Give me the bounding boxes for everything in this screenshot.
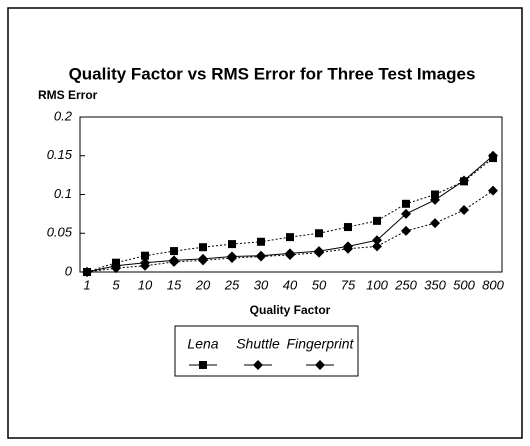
y-tick-label: 0.15 — [47, 147, 73, 162]
x-tick-label: 5 — [112, 277, 120, 292]
x-tick-label: 40 — [283, 277, 298, 292]
data-point — [430, 194, 440, 205]
data-point — [373, 216, 381, 225]
data-point — [315, 229, 323, 238]
data-point — [286, 233, 294, 242]
legend-box — [174, 325, 359, 377]
data-point — [169, 256, 179, 267]
data-point — [198, 255, 208, 266]
data-point — [372, 235, 382, 246]
series-line — [86, 157, 494, 273]
data-point — [285, 249, 295, 260]
x-tick-label: 1 — [83, 277, 90, 292]
data-point — [459, 175, 469, 186]
data-point — [402, 199, 410, 208]
legend-label: Fingerprint — [287, 336, 355, 352]
x-tick-label: 800 — [482, 277, 504, 292]
data-point — [257, 237, 265, 246]
x-tick-label: 500 — [453, 277, 475, 292]
data-point — [199, 243, 207, 252]
y-tick-label: 0.05 — [47, 225, 73, 240]
data-point — [140, 260, 150, 271]
x-tick-label: 25 — [224, 277, 240, 292]
x-tick-label: 100 — [366, 277, 388, 292]
frame — [7, 7, 523, 439]
data-point — [401, 225, 411, 236]
legend-marker — [253, 360, 263, 370]
data-point — [141, 251, 149, 260]
data-point — [256, 251, 266, 262]
legend-marker — [315, 360, 325, 370]
x-tick-label: 20 — [195, 277, 211, 292]
legend-label: Shuttle — [236, 336, 280, 352]
data-point — [401, 208, 411, 219]
data-point — [227, 253, 237, 264]
data-point — [488, 185, 498, 196]
data-point — [111, 263, 121, 274]
x-tick-label: 75 — [341, 277, 356, 292]
y-axis-label: RMS Error — [38, 88, 98, 102]
y-tick-label: 0.2 — [54, 108, 73, 123]
data-point — [170, 247, 178, 256]
x-tick-label: 15 — [167, 277, 182, 292]
x-axis-label: Quality Factor — [250, 303, 331, 317]
series-line — [86, 190, 494, 273]
data-point — [431, 190, 439, 199]
data-point — [228, 240, 236, 249]
data-point — [488, 150, 498, 161]
x-tick-label: 50 — [312, 277, 327, 292]
y-tick-label: 0.1 — [54, 186, 72, 201]
legend-label: Lena — [187, 336, 218, 352]
data-point — [343, 243, 353, 254]
y-tick-label: 0 — [65, 263, 73, 278]
data-point — [372, 241, 382, 252]
x-tick-label: 350 — [424, 277, 446, 292]
x-tick-label: 10 — [138, 277, 153, 292]
x-tick-label: 30 — [254, 277, 269, 292]
data-point — [344, 223, 352, 232]
x-tick-label: 250 — [394, 277, 417, 292]
legend-marker — [199, 361, 207, 369]
data-point — [82, 267, 92, 277]
data-point — [430, 218, 440, 229]
chart-title: Quality Factor vs RMS Error for Three Te… — [69, 64, 476, 83]
data-point — [314, 247, 324, 258]
data-point — [459, 205, 469, 215]
